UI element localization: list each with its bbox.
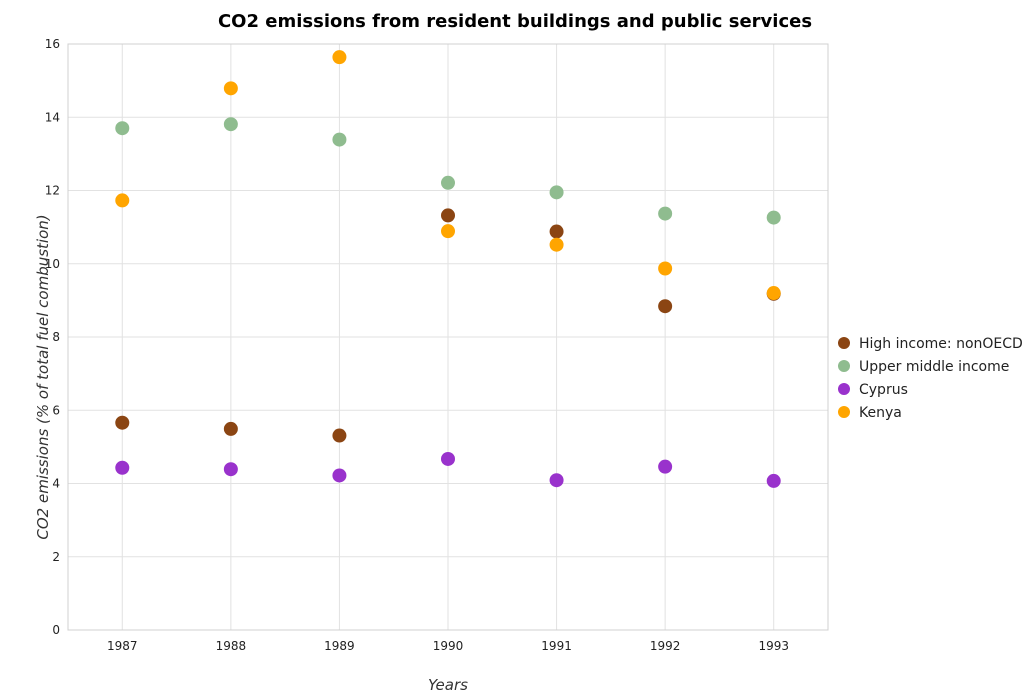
point-high-income-nonoecd-1990 (441, 208, 455, 223)
plot-frame (67, 43, 829, 631)
point-cyprus-1987 (115, 460, 130, 475)
y-tick-label: 16 (45, 37, 60, 51)
y-tick-label: 10 (45, 257, 60, 271)
legend-label-kenya: Kenya (859, 405, 902, 421)
legend-marker-kenya (838, 406, 850, 418)
legend-marker-high-income-nonoecd (838, 337, 850, 349)
point-kenya-1989 (332, 50, 347, 65)
x-tick-label: 1989 (324, 639, 355, 653)
legend-item-upper-middle-income: Upper middle income (838, 359, 1009, 375)
y-axis-label: CO2 emissions (% of total fuel combustio… (34, 214, 52, 539)
point-cyprus-1990 (441, 451, 455, 466)
series-upper-middle-income (115, 117, 781, 225)
legend-label-cyprus: Cyprus (859, 382, 908, 398)
legend-marker-upper-middle-income (838, 360, 850, 372)
point-upper-middle-income-1989 (332, 132, 347, 147)
point-cyprus-1992 (658, 459, 673, 474)
point-cyprus-1991 (549, 473, 564, 488)
point-upper-middle-income-1990 (441, 175, 455, 190)
point-high-income-nonoecd-1987 (115, 415, 130, 430)
y-tick-label: 6 (52, 403, 60, 417)
point-kenya-1991 (549, 237, 564, 252)
point-kenya-1992 (658, 261, 673, 276)
axes: 0 2 4 6 8 10 12 14 16 1987 1988 1989 1990 1991 1992 199… (45, 37, 829, 653)
x-tick-label: 1990 (433, 639, 464, 653)
legend-marker-cyprus (838, 383, 850, 395)
x-axis-label: Years (428, 676, 468, 694)
point-cyprus-1988 (223, 462, 238, 477)
point-upper-middle-income-1993 (766, 210, 781, 225)
point-high-income-nonoecd-1988 (223, 421, 238, 436)
point-kenya-1988 (223, 81, 238, 96)
legend-item-kenya: Kenya (838, 405, 902, 421)
point-kenya-1987 (115, 193, 130, 208)
y-tick-label: 8 (52, 330, 60, 344)
legend-item-high-income-nonoecd: High income: nonOECD (838, 336, 1023, 352)
point-kenya-1993 (766, 286, 781, 301)
legend: High income: nonOECD Upper middle income C… (838, 336, 1023, 421)
point-high-income-nonoecd-1989 (332, 428, 347, 443)
chart-title: CO2 emissions from resident buildings an… (218, 11, 812, 32)
point-upper-middle-income-1988 (223, 117, 238, 132)
point-high-income-nonoecd-1992 (658, 299, 673, 314)
grid (68, 43, 828, 631)
point-upper-middle-income-1992 (658, 206, 673, 221)
x-tick-label: 1991 (541, 639, 572, 653)
series-cyprus (115, 451, 781, 488)
x-tick-label: 1992 (650, 639, 681, 653)
x-tick-label: 1993 (758, 639, 789, 653)
legend-item-cyprus: Cyprus (838, 382, 908, 398)
series-kenya (115, 50, 781, 301)
y-tick-label: 4 (52, 477, 60, 491)
point-upper-middle-income-1987 (115, 121, 130, 136)
point-cyprus-1993 (766, 473, 781, 488)
y-tick-label: 12 (45, 184, 60, 198)
y-tick-label: 14 (45, 110, 60, 124)
point-kenya-1990 (441, 224, 455, 239)
point-cyprus-1989 (332, 468, 347, 483)
y-tick-label: 2 (52, 550, 60, 564)
y-tick-label: 0 (52, 623, 60, 637)
data-points (115, 50, 781, 488)
point-high-income-nonoecd-1991 (549, 224, 564, 239)
legend-label-high-income-nonoecd: High income: nonOECD (859, 336, 1023, 352)
x-tick-label: 1987 (107, 639, 138, 653)
x-tick-label: 1988 (216, 639, 247, 653)
legend-label-upper-middle-income: Upper middle income (859, 359, 1009, 375)
point-upper-middle-income-1991 (549, 185, 564, 200)
